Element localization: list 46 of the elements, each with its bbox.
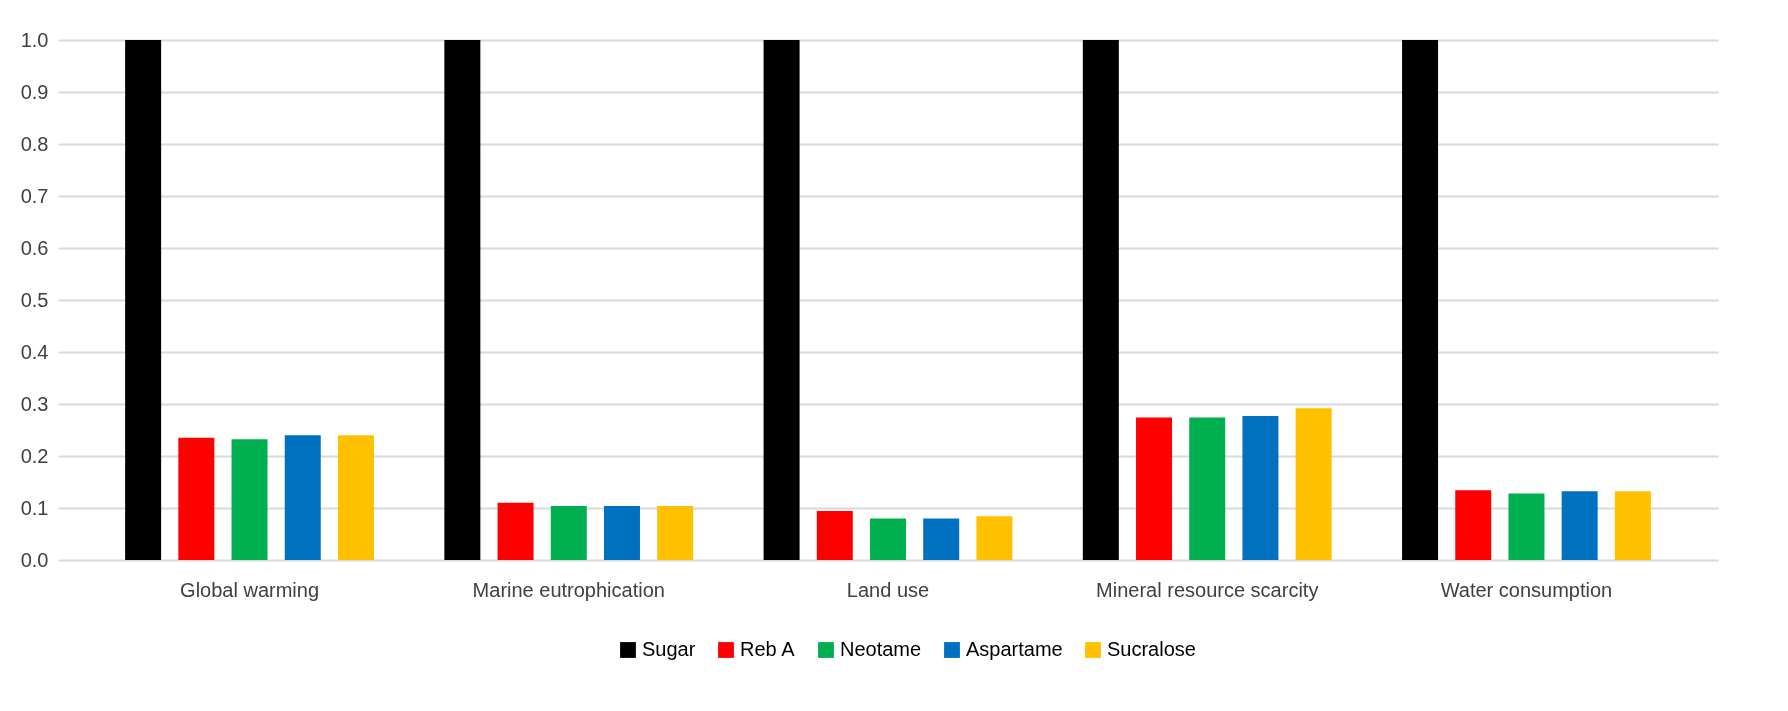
legend-label: Sucralose <box>1107 638 1196 660</box>
bar <box>816 511 853 560</box>
bar <box>337 435 374 560</box>
bar <box>923 518 960 560</box>
x-tick-label: Global warming <box>180 578 320 601</box>
y-tick-label: 0.1 <box>20 496 49 519</box>
bar <box>284 435 321 560</box>
bar <box>550 505 587 560</box>
bar <box>497 502 534 560</box>
bar <box>1402 40 1439 560</box>
x-tick-label: Water consumption <box>1440 578 1613 601</box>
y-tick-label: 0.4 <box>20 340 49 363</box>
bar <box>870 518 906 560</box>
bar <box>1136 417 1173 560</box>
bar <box>1189 417 1226 560</box>
bar <box>763 40 800 560</box>
bar <box>1508 493 1545 560</box>
bar <box>603 505 640 560</box>
legend-label: Neotame <box>840 638 922 660</box>
y-tick-label: 0.5 <box>20 288 49 311</box>
x-tick-label: Mineral resource scarcity <box>1096 578 1319 601</box>
bar <box>1295 408 1332 560</box>
x-tick-label: Land use <box>846 578 930 601</box>
bar <box>444 40 481 560</box>
y-tick-label: 0.6 <box>20 236 49 259</box>
y-tick-label: 0.7 <box>20 184 49 207</box>
y-tick-label: 0.9 <box>20 80 49 103</box>
bar <box>657 505 694 560</box>
legend-label: Reb A <box>740 638 796 660</box>
legend-label: Sugar <box>642 638 696 660</box>
bar <box>1455 490 1492 560</box>
bar <box>976 516 1013 560</box>
bar <box>1561 491 1598 560</box>
y-tick-label: 0.0 <box>20 548 49 571</box>
y-tick-label: 0.3 <box>20 392 49 415</box>
bar <box>231 439 268 560</box>
bar <box>178 437 215 560</box>
bar <box>125 40 162 560</box>
bar <box>1242 415 1279 560</box>
y-tick-label: 0.2 <box>20 444 49 467</box>
bar <box>1082 40 1119 560</box>
y-tick-label: 1.0 <box>20 28 49 51</box>
y-tick-label: 0.8 <box>20 132 49 155</box>
bar <box>1614 491 1651 560</box>
x-tick-label: Marine eutrophication <box>472 578 665 601</box>
legend-label: Aspartame <box>966 638 1063 660</box>
